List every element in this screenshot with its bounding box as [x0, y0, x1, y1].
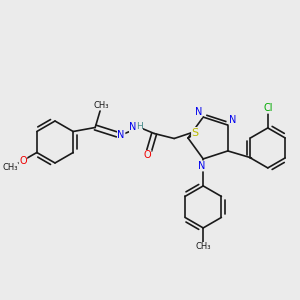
Text: N: N [130, 122, 137, 133]
Text: H: H [136, 122, 142, 131]
Text: O: O [143, 151, 151, 160]
Text: N: N [197, 161, 205, 171]
Text: N: N [194, 107, 202, 117]
Text: N: N [118, 130, 125, 140]
Text: CH₃: CH₃ [93, 101, 109, 110]
Text: N: N [229, 115, 236, 125]
Text: S: S [192, 128, 199, 137]
Text: Cl: Cl [263, 103, 272, 113]
Text: CH₃: CH₃ [196, 242, 211, 251]
Text: CH₃: CH₃ [2, 163, 18, 172]
Text: O: O [19, 155, 27, 166]
